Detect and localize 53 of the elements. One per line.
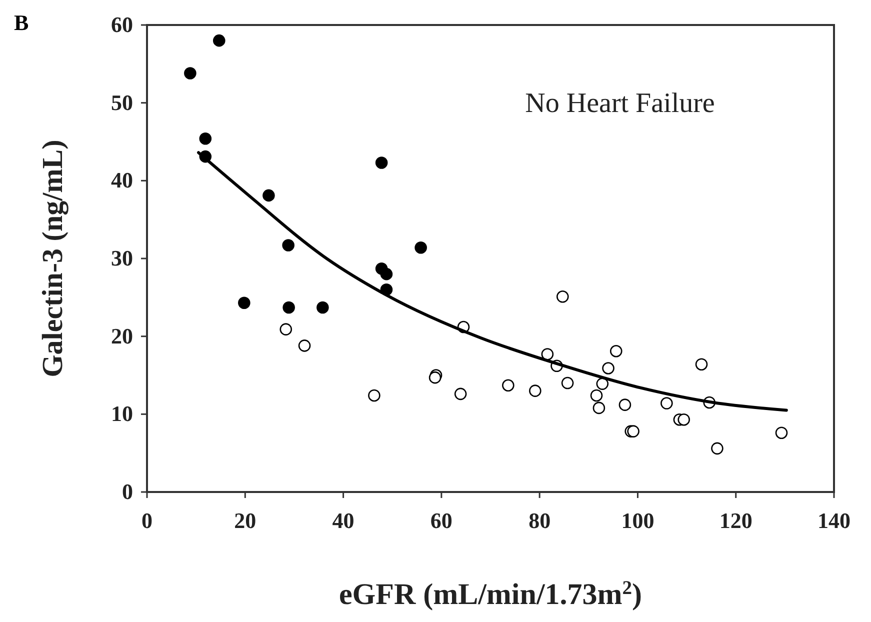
x-tick-label: 140 (818, 508, 850, 533)
point (627, 425, 640, 438)
point (596, 378, 609, 390)
point (282, 239, 294, 252)
point (375, 156, 388, 169)
y-tick-label: 30 (111, 246, 133, 270)
point (238, 296, 250, 310)
point (618, 398, 632, 411)
point (184, 67, 196, 80)
chart-title: B (14, 10, 29, 35)
x-axis-title: eGFR (mL/min/1.73m$^{2}$) (338, 578, 642, 611)
y-tick-label: 60 (111, 12, 133, 37)
annotation: No Heart Failure (525, 88, 715, 119)
point (556, 290, 569, 303)
point (380, 268, 393, 280)
point (561, 376, 574, 390)
y-tick-label: 40 (111, 168, 133, 193)
point (414, 241, 427, 254)
point (368, 389, 380, 402)
point (592, 402, 606, 414)
point (280, 323, 292, 336)
x-tick-label: 20 (234, 508, 256, 533)
point (454, 388, 467, 400)
y-axis-title: Galectin-3 (ng/mL) (37, 140, 69, 378)
line-series (197, 151, 788, 412)
point (199, 132, 212, 145)
point (502, 379, 514, 392)
point (610, 344, 622, 358)
x-tick-label: 60 (430, 508, 452, 533)
x-tick-label: 40 (332, 508, 354, 533)
y-tick-label: 0 (122, 479, 133, 504)
point (590, 389, 603, 402)
point (212, 34, 226, 47)
x-tick-label: 80 (528, 508, 551, 533)
x-tick-label: 120 (719, 508, 752, 533)
y-tick-label: 20 (111, 323, 133, 348)
point (282, 301, 295, 314)
point (428, 371, 442, 384)
point (711, 442, 724, 455)
y-tick-label: 10 (111, 401, 133, 426)
point (298, 340, 311, 352)
point (660, 397, 673, 410)
point (262, 189, 275, 202)
point (678, 413, 690, 426)
x-tick-label: 0 (142, 508, 152, 533)
x-tick-label: 100 (621, 508, 654, 533)
point (602, 362, 614, 374)
point (695, 358, 708, 371)
point (316, 301, 329, 314)
y-tick-label: 50 (111, 90, 133, 115)
point (775, 426, 788, 439)
point (529, 384, 542, 397)
point (541, 348, 554, 360)
